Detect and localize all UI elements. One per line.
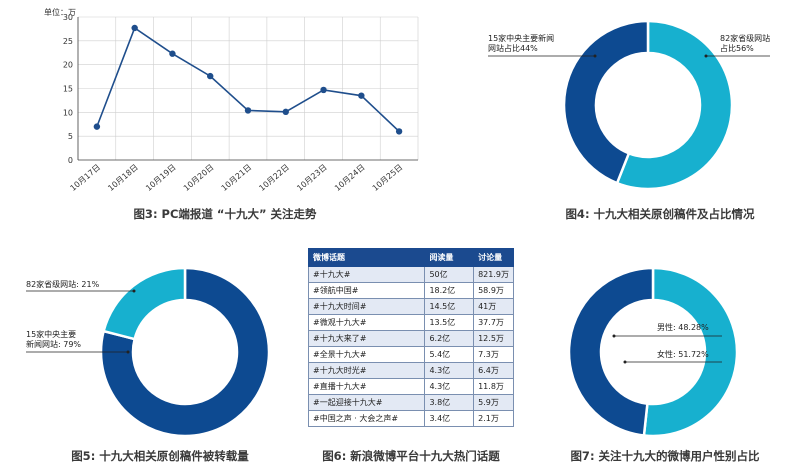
fig7-leader-male-dot: [612, 334, 616, 338]
table-cell: 821.9万: [473, 266, 514, 283]
hot-topics-table: 微博话题 阅读量 讨论量 #十九大# 50亿 821.9万 #领航中国# 18.2亿 5…: [307, 248, 514, 427]
line-grid: [77, 16, 419, 161]
fig7-label-male-line1: 男性: 48.28%: [657, 323, 709, 332]
line-point: [244, 107, 252, 114]
column-header: 微博话题: [307, 248, 426, 267]
donut-slice: [567, 266, 655, 437]
line-point: [207, 72, 214, 80]
line-point: [169, 50, 176, 57]
line-point: [358, 92, 365, 99]
column-header: 阅读量: [424, 248, 475, 267]
fig5-caption: 图5: 十九大相关原创稿件被转载量: [71, 449, 249, 463]
fig4-leader-provincial-dot: [704, 54, 708, 58]
table-row: #十九大时间# 14.5亿 41万: [307, 298, 514, 315]
fig7-caption: 图7: 关注十九大的微博用户性别占比: [570, 449, 760, 463]
table-cell: 3.4亿: [424, 410, 475, 427]
table-cell: #中国之声 · 大会之声#: [307, 410, 426, 427]
donut-slice: [102, 266, 187, 341]
donut-slice: [642, 266, 739, 438]
donut-chart-fig5: [99, 266, 271, 438]
y-tick-label: 10: [63, 108, 73, 117]
fig4-leader-central-dot: [593, 54, 597, 58]
y-tick-label: 0: [68, 156, 73, 165]
donut-slice: [99, 266, 271, 438]
fig5-leader-provincial-dot: [132, 289, 136, 293]
fig4-label-central-line1: 15家中央主要新闻: [488, 34, 555, 43]
donut-slice: [562, 19, 650, 185]
y-axis-ticks: 0 5 10 15 20 25 30: [63, 13, 73, 165]
table-cell: 13.5亿: [424, 314, 475, 331]
line-point: [395, 128, 403, 135]
column-header: 讨论量: [473, 248, 514, 267]
y-tick-label: 25: [63, 37, 73, 46]
table-cell: #全景十九大#: [307, 346, 426, 363]
fig7-label-male: 男性: 48.28%: [657, 323, 709, 333]
table-cell: 6.4万: [473, 362, 514, 379]
table-cell: #十九大来了#: [307, 330, 426, 347]
table-cell: #一起迎接十九大#: [307, 394, 426, 411]
fig7-label-female-line1: 女性: 51.72%: [657, 350, 709, 359]
table-row: #十九大# 50亿 821.9万: [307, 266, 514, 283]
line-point: [320, 86, 327, 94]
fig5-label-provincial: 82家省级网站: 21%: [26, 280, 99, 290]
line-point: [131, 24, 138, 32]
table-cell: #直播十九大#: [307, 378, 426, 395]
table-cell: 6.2亿: [424, 330, 475, 347]
y-axis-unit-label: 单位：万: [44, 7, 76, 17]
fig4-label-central: 15家中央主要新闻 网站占比44%: [488, 34, 554, 54]
fig5-label-central-line2: 新闻网站: 79%: [26, 340, 82, 349]
fig7-label-female: 女性: 51.72%: [657, 350, 709, 360]
table-header-row: 微博话题 阅读量 讨论量: [307, 248, 514, 267]
donut-chart-fig4: [562, 19, 734, 191]
fig4-label-central-line2: 网站占比44%: [488, 44, 538, 53]
fig5-leader-central-dot: [126, 350, 130, 354]
table-row: #直播十九大# 4.3亿 11.8万: [307, 378, 514, 395]
fig5-label-central: 15家中央主要 新闻网站: 79%: [26, 330, 81, 350]
table-cell: 41万: [473, 298, 514, 315]
line-point: [93, 123, 101, 130]
donut-slice: [615, 19, 734, 191]
fig4-label-provincial-line2: 占比56%: [720, 44, 754, 53]
fig5-label-provincial-line1: 82家省级网站: 21%: [26, 280, 100, 289]
y-tick-label: 30: [63, 13, 73, 22]
fig3-caption: 图3: PC端报道 “十九大” 关注走势: [133, 207, 317, 221]
fig4-caption: 图4: 十九大相关原创稿件及占比情况: [565, 207, 755, 221]
table-cell: 2.1万: [473, 410, 514, 427]
fig6-caption: 图6: 新浪微博平台十九大热门话题: [322, 449, 500, 463]
line-points: [93, 24, 403, 135]
table-row: #中国之声 · 大会之声# 3.4亿 2.1万: [307, 410, 514, 427]
table-cell: 11.8万: [473, 378, 514, 395]
table-cell: 4.3亿: [424, 378, 475, 395]
donut-chart-fig7: [567, 266, 739, 438]
y-tick-label: 20: [63, 61, 73, 70]
fig5-label-central-line1: 15家中央主要: [26, 330, 77, 339]
y-tick-label: 5: [68, 132, 73, 141]
y-tick-label: 15: [63, 85, 73, 94]
fig4-label-provincial: 82家省级网站 占比56%: [720, 34, 770, 54]
fig4-label-provincial-line1: 82家省级网站: [720, 34, 771, 43]
table-cell: 5.9万: [473, 394, 514, 411]
line-point: [282, 108, 289, 116]
fig7-leader-female-dot: [623, 360, 627, 364]
table-cell: 18.2亿: [424, 282, 475, 299]
